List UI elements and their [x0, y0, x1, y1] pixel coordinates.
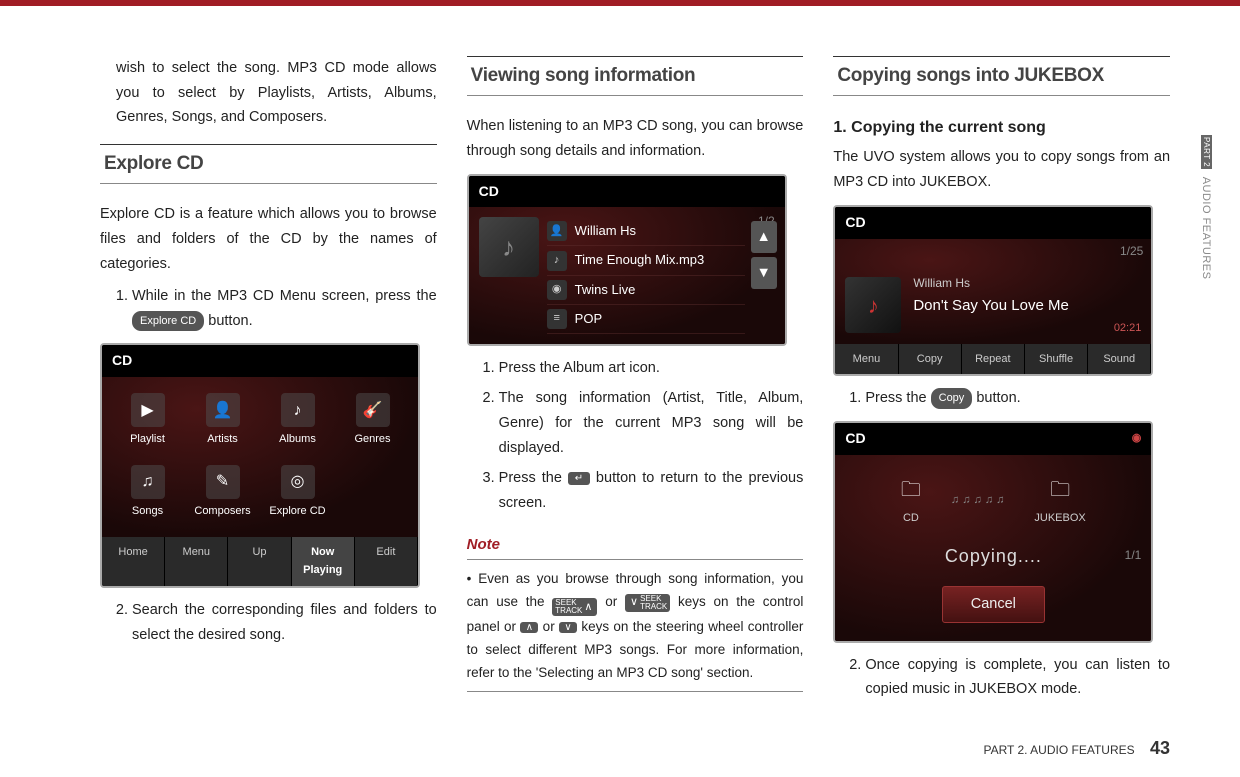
ss-grid: ▶Playlist 👤Artists ♪Albums 🎸Genres ♫Song… [112, 387, 408, 526]
copy-pill: Copy [931, 388, 973, 409]
col2-step3: Press the ↵ button to return to the prev… [499, 466, 804, 515]
info-album: ◉Twins Live [547, 276, 745, 305]
section-copying: Copying songs into JUKEBOX [833, 56, 1170, 96]
ss-footer: Home Menu Up Now Playing Edit [102, 537, 418, 586]
col3-steps: Press the Copy button. [833, 386, 1170, 411]
ss4-header: CD ◉ [835, 423, 1151, 455]
col3-subtitle: 1. Copying the current song [833, 114, 1170, 141]
col1-p1: Explore CD is a feature which allows you… [100, 202, 437, 276]
footer-label: PART 2. AUDIO FEATURES [983, 743, 1134, 757]
ss4-body: 🗀CD ♫ ♫ ♫ ♫ ♫ 🗀JUKEBOX Copying.... 1/1 C… [835, 455, 1151, 641]
ss-header: CD [102, 345, 418, 377]
info-title: ♪Time Enough Mix.mp3 [547, 246, 745, 275]
col2-step1: Press the Album art icon. [499, 356, 804, 381]
tile-albums: ♪Albums [262, 387, 333, 455]
folder-cd-icon: 🗀CD [901, 473, 921, 528]
tile-composers: ✎Composers [187, 459, 258, 527]
ss-body: ▶Playlist 👤Artists ♪Albums 🎸Genres ♫Song… [102, 377, 418, 536]
ss-footer-menu: Menu [165, 537, 228, 586]
note-body: Even as you browse through song informat… [467, 568, 804, 685]
seek-track-up-icon: SEEKTRACK∧ [552, 598, 597, 616]
page-content: wish to select the song. MP3 CD mode all… [0, 6, 1240, 728]
ss3-repeat: Repeat [962, 344, 1025, 375]
col1-steps: While in the MP3 CD Menu screen, press t… [100, 284, 437, 333]
screenshot-song-info: CD 1/2 ♪ 👤William Hs ♪Time Enough Mix.mp… [467, 174, 787, 346]
arrow-up-icon: ▲ [751, 221, 777, 253]
ss2-header: CD [469, 176, 785, 208]
copying-text: Copying.... [945, 546, 1042, 566]
info-artist: 👤William Hs [547, 217, 745, 246]
ss-footer-edit: Edit [355, 537, 418, 586]
screenshot-explore-cd: CD ▶Playlist 👤Artists ♪Albums 🎸Genres ♫S… [100, 343, 420, 588]
tile-genres: 🎸Genres [337, 387, 408, 455]
explore-cd-pill: Explore CD [132, 311, 204, 332]
note-heading: Note [467, 532, 804, 561]
column-1: wish to select the song. MP3 CD mode all… [100, 56, 437, 708]
screenshot-now-playing: CD 1/25 ♪ William Hs Don't Say You Love … [833, 205, 1153, 376]
wheel-down-icon: ∨ [559, 622, 577, 633]
col3-p1: The UVO system allows you to copy songs … [833, 145, 1170, 194]
section-explore-cd: Explore CD [100, 144, 437, 184]
np-time: 02:21 [913, 319, 1141, 338]
ss3-menu: Menu [835, 344, 898, 375]
ss3-copy: Copy [899, 344, 962, 375]
ss3-body: 1/25 ♪ William Hs Don't Say You Love Me … [835, 239, 1151, 344]
copying-icons: 🗀CD ♫ ♫ ♫ ♫ ♫ 🗀JUKEBOX [845, 473, 1141, 528]
page-footer: PART 2. AUDIO FEATURES 43 [983, 738, 1170, 759]
ss3-shuffle: Shuffle [1025, 344, 1088, 375]
ss3-sound: Sound [1088, 344, 1151, 375]
np-album-art-icon: ♪ [845, 277, 901, 333]
ss3-counter: 1/25 [835, 239, 1151, 261]
col1-intro: wish to select the song. MP3 CD mode all… [100, 56, 437, 130]
tile-playlist: ▶Playlist [112, 387, 183, 455]
column-3: Copying songs into JUKEBOX 1. Copying th… [833, 56, 1170, 708]
arrow-column: ▲ ▼ [751, 221, 779, 293]
col1-steps2: Search the corresponding files and folde… [100, 598, 437, 647]
ss-footer-up: Up [228, 537, 291, 586]
copy-progress-icon: ♫ ♫ ♫ ♫ ♫ [951, 491, 1004, 510]
col3-step1: Press the Copy button. [865, 386, 1170, 411]
tile-explore: ◎Explore CD [262, 459, 333, 527]
tile-songs: ♫Songs [112, 459, 183, 527]
cancel-button: Cancel [942, 586, 1045, 623]
col1-step2: Search the corresponding files and folde… [132, 598, 437, 647]
screenshot-copying: CD ◉ 🗀CD ♫ ♫ ♫ ♫ ♫ 🗀JUKEBOX Copying.... … [833, 421, 1153, 643]
np-info: William Hs Don't Say You Love Me 02:21 [913, 273, 1141, 338]
folder-jukebox-icon: 🗀JUKEBOX [1034, 473, 1085, 528]
col2-p1: When listening to an MP3 CD song, you ca… [467, 114, 804, 163]
back-button-icon: ↵ [568, 472, 590, 485]
col2-step2: The song information (Artist, Title, Alb… [499, 386, 804, 460]
ss-footer-nowplaying: Now Playing [292, 537, 355, 586]
page-number: 43 [1150, 738, 1170, 758]
ss3-header: CD [835, 207, 1151, 239]
np-title: Don't Say You Love Me [913, 293, 1141, 319]
column-2: Viewing song information When listening … [467, 56, 804, 708]
col3-step2: Once copying is complete, you can listen… [865, 653, 1170, 702]
col3-steps2: Once copying is complete, you can listen… [833, 653, 1170, 702]
col2-steps: Press the Album art icon. The song infor… [467, 356, 804, 516]
seek-track-down-icon: ∨SEEKTRACK [625, 594, 670, 612]
wheel-up-icon: ∧ [520, 622, 538, 633]
section-viewing-info: Viewing song information [467, 56, 804, 96]
now-playing-row: ♪ William Hs Don't Say You Love Me 02:21 [835, 261, 1151, 344]
ss4-counter: 1/1 [1125, 545, 1142, 565]
ss3-footer: Menu Copy Repeat Shuffle Sound [835, 344, 1151, 375]
info-genre: ≡POP [547, 305, 745, 334]
ss-footer-home: Home [102, 537, 165, 586]
np-artist: William Hs [913, 273, 1141, 293]
arrow-down-icon: ▼ [751, 257, 777, 289]
album-art-icon: ♪ [479, 217, 539, 277]
ss2-body: 1/2 ♪ 👤William Hs ♪Time Enough Mix.mp3 ◉… [469, 207, 785, 343]
col1-step1: While in the MP3 CD Menu screen, press t… [132, 284, 437, 333]
tile-artists: 👤Artists [187, 387, 258, 455]
